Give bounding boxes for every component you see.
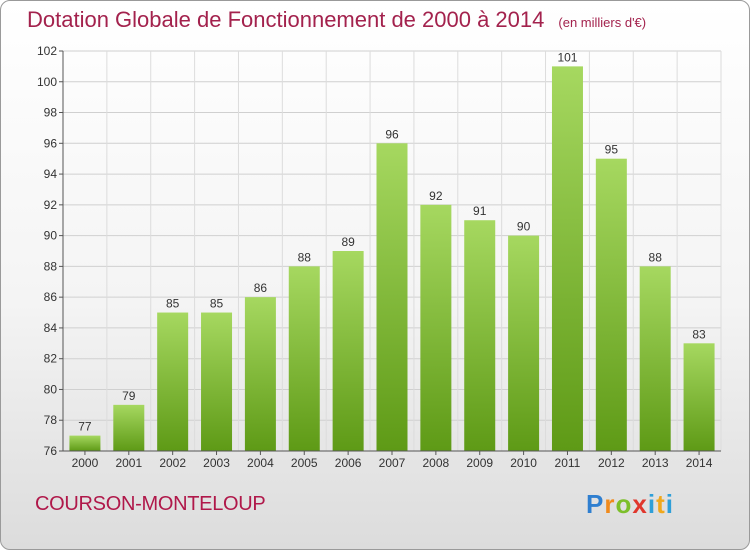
y-tick-label: 90 [44, 229, 58, 243]
bar-value-label: 83 [692, 327, 706, 341]
y-tick-label: 94 [44, 167, 58, 181]
y-tick-label: 82 [44, 352, 58, 366]
bar [376, 143, 408, 452]
axes [59, 50, 721, 455]
y-tick-label: 80 [44, 382, 58, 396]
y-tick-label: 98 [44, 106, 58, 120]
bar [551, 66, 583, 451]
bar [639, 266, 671, 451]
bar [69, 435, 101, 451]
x-tick-label: 2013 [642, 456, 669, 470]
town-name: COURSON-MONTELOUP [35, 493, 266, 515]
bar-value-label: 101 [557, 50, 577, 64]
bar-value-label: 91 [473, 204, 487, 218]
logo-letter: P [586, 489, 605, 519]
y-tick-label: 84 [44, 321, 58, 335]
logo-letter: i [647, 489, 657, 519]
bar-value-label: 86 [254, 281, 268, 295]
bar [244, 297, 276, 451]
x-tick-label: 2002 [159, 456, 186, 470]
y-tick-label: 92 [44, 198, 58, 212]
x-tick-label: 2003 [203, 456, 230, 470]
y-tick-label: 100 [37, 75, 57, 89]
bar [595, 158, 627, 451]
x-tick-label: 2009 [466, 456, 493, 470]
proxiti-logo[interactable]: Proxiti [586, 489, 674, 520]
logo-letter: o [615, 489, 633, 519]
y-tick-label: 88 [44, 259, 58, 273]
y-tick-label: 86 [44, 290, 58, 304]
chart-title-text: Dotation Globale de Fonctionnement de 20… [27, 7, 545, 32]
y-tick-label: 76 [44, 444, 58, 458]
logo-letter: i [665, 489, 674, 519]
bar-value-label: 92 [429, 189, 443, 203]
x-tick-label: 2001 [115, 456, 142, 470]
bar-value-label: 88 [649, 250, 663, 264]
labels: 76 78 80 82 84 86 88 90 92 94 96 98 100 102 77 2000 79 20… [37, 44, 713, 470]
bar-value-label: 85 [166, 297, 180, 311]
x-tick-label: 2006 [335, 456, 362, 470]
logo-letter: t [656, 489, 666, 519]
bar [508, 235, 540, 451]
bar-value-label: 88 [298, 250, 312, 264]
x-tick-label: 2004 [247, 456, 274, 470]
x-tick-label: 2012 [598, 456, 625, 470]
x-tick-label: 2010 [510, 456, 537, 470]
bar [683, 343, 715, 451]
chart-title: Dotation Globale de Fonctionnement de 20… [27, 7, 646, 33]
bar-value-label: 85 [210, 297, 224, 311]
bar [332, 251, 364, 451]
bar-value-label: 90 [517, 220, 531, 234]
bars [69, 66, 715, 452]
y-tick-label: 96 [44, 136, 58, 150]
y-tick-label: 102 [37, 44, 57, 58]
bar [464, 220, 496, 451]
x-tick-label: 2007 [379, 456, 406, 470]
bar-value-label: 79 [122, 389, 136, 403]
bar-value-label: 77 [78, 420, 92, 434]
logo-letter: r [604, 489, 616, 519]
bar-value-label: 95 [605, 143, 619, 157]
bar [201, 312, 233, 451]
x-tick-label: 2005 [291, 456, 318, 470]
bar [420, 204, 452, 451]
units-label: (en milliers d'€) [558, 15, 647, 30]
bar [113, 404, 145, 451]
bar-value-label: 96 [385, 127, 399, 141]
bar [288, 266, 320, 451]
logo-letter: x [632, 489, 648, 519]
x-tick-label: 2014 [686, 456, 713, 470]
x-tick-label: 2008 [423, 456, 450, 470]
bar-value-label: 89 [341, 235, 355, 249]
bar [157, 312, 189, 451]
y-tick-label: 78 [44, 413, 58, 427]
x-tick-label: 2000 [72, 456, 99, 470]
x-tick-label: 2011 [555, 456, 581, 470]
